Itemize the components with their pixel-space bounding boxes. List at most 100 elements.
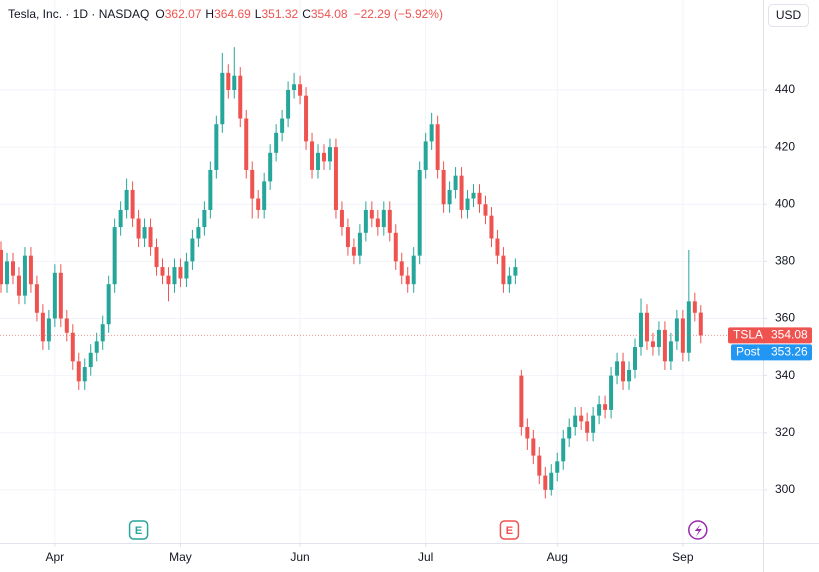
legend-header: Tesla, Inc. · 1D · NASDAQ O362.07 H364.69 L… [8, 7, 443, 21]
candle-body [692, 301, 697, 313]
y-tick-label: 440 [775, 82, 795, 96]
candle-body [471, 192, 476, 199]
ohlc-letter: O [155, 7, 164, 21]
candle-body [579, 415, 584, 422]
candle-body [244, 118, 249, 170]
candle-body [0, 249, 4, 285]
candle-body [453, 175, 458, 190]
earnings-label: E [135, 525, 142, 537]
candle-body [674, 318, 679, 342]
candle-body [298, 84, 303, 96]
candle-body [321, 152, 326, 162]
x-tick-label: Jun [290, 550, 309, 564]
x-tick-label: Aug [547, 550, 568, 564]
candle-body [118, 209, 123, 228]
candle-body [136, 218, 141, 239]
y-tick-label: 380 [775, 254, 795, 268]
candle-body [190, 238, 195, 262]
x-tick-label: Sep [672, 550, 694, 564]
candle-body [441, 169, 446, 205]
candle-body [160, 267, 165, 276]
candle-body [417, 169, 422, 256]
candle-body [363, 209, 368, 233]
currency-label[interactable]: USD [776, 8, 802, 22]
candle-body [573, 415, 578, 428]
y-tick-label: 340 [775, 368, 795, 382]
candle-body [638, 312, 643, 348]
y-tick-label: 400 [775, 196, 795, 210]
candle-body [310, 141, 315, 170]
post-price-badge [731, 344, 812, 361]
candle-body [238, 75, 243, 119]
candle-body [555, 461, 560, 473]
candle-body [459, 175, 464, 210]
candle-body [423, 141, 428, 170]
candle-body [316, 152, 321, 170]
axes: 300 320 340 360 380 400 420 440 Apr May Jun Jul Aug S… [46, 82, 812, 564]
candle-body [531, 438, 536, 456]
earnings-marker [499, 520, 520, 540]
candle-body [339, 209, 344, 228]
candle-body [567, 427, 572, 439]
candle-body [94, 341, 99, 353]
currency-button[interactable] [768, 4, 809, 27]
earnings-label: E [506, 525, 513, 537]
close-value: 354.08 [311, 7, 348, 21]
candle-body [603, 404, 608, 410]
candle-body [345, 227, 350, 248]
candle-body [513, 267, 518, 276]
candle-body [256, 198, 261, 210]
candle-body [477, 192, 482, 205]
candle-body [28, 255, 33, 285]
x-tick-label: Jul [418, 550, 433, 564]
symbol-label: TSLA [733, 328, 763, 342]
candle-body [465, 198, 470, 210]
y-tick-label: 420 [775, 139, 795, 153]
candle-body [393, 232, 398, 262]
y-tick-label: 320 [775, 425, 795, 439]
candle-body [644, 312, 649, 342]
candle-body [633, 347, 638, 370]
candle-body [351, 247, 356, 256]
candle-body [405, 275, 410, 285]
candle-body [597, 404, 602, 416]
x-tick-label: Apr [46, 550, 65, 564]
ohlc-letter: C [302, 7, 311, 21]
candle-body [375, 218, 380, 228]
candle-body [70, 332, 75, 362]
candle-body [226, 72, 231, 90]
candle-body [304, 95, 309, 142]
candle-body [698, 312, 703, 336]
candle-body [357, 232, 362, 256]
last-price-label: 354.08 [771, 328, 808, 342]
candle-body [34, 284, 39, 313]
ohlc-letter: H [205, 7, 214, 21]
ohlc-letter: L [255, 7, 262, 21]
candle-body [501, 255, 506, 285]
candle-body [268, 152, 273, 182]
candle-body [483, 204, 488, 216]
post-label: Post [736, 345, 761, 359]
candle-body [214, 124, 219, 170]
candle-body [286, 89, 291, 119]
candle-body [537, 455, 542, 476]
candle-body [4, 261, 9, 285]
candle-body [668, 341, 673, 362]
candle-body [88, 352, 93, 368]
candle-body [52, 272, 57, 319]
candle-body [585, 421, 590, 433]
post-price-label: 353.26 [771, 345, 808, 359]
candle-body [292, 84, 297, 90]
candle-body [184, 261, 189, 279]
candle-body [196, 227, 201, 239]
y-tick-label: 360 [775, 311, 795, 325]
candle-body [106, 284, 111, 325]
symbol-title: Tesla, Inc. · 1D · NASDAQ [8, 7, 149, 21]
candle-body [447, 189, 452, 205]
candle-body [489, 215, 494, 239]
candle-body [46, 318, 51, 342]
candle-body [327, 147, 332, 162]
candle-body [148, 227, 153, 248]
candle-body [519, 375, 524, 428]
